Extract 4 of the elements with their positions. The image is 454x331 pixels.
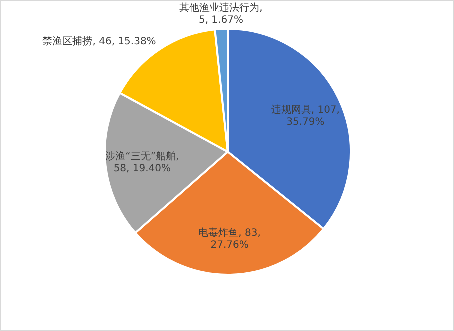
slice-label: 禁渔区捕捞, 46, 15.38%	[42, 36, 156, 48]
slice-label: 电毒炸鱼, 83, 27.76%	[198, 227, 261, 252]
slice-label: 违规网具, 107, 35.79%	[271, 104, 340, 128]
slice-label: 其他渔业违法行为, 5, 1.67%	[180, 2, 263, 26]
